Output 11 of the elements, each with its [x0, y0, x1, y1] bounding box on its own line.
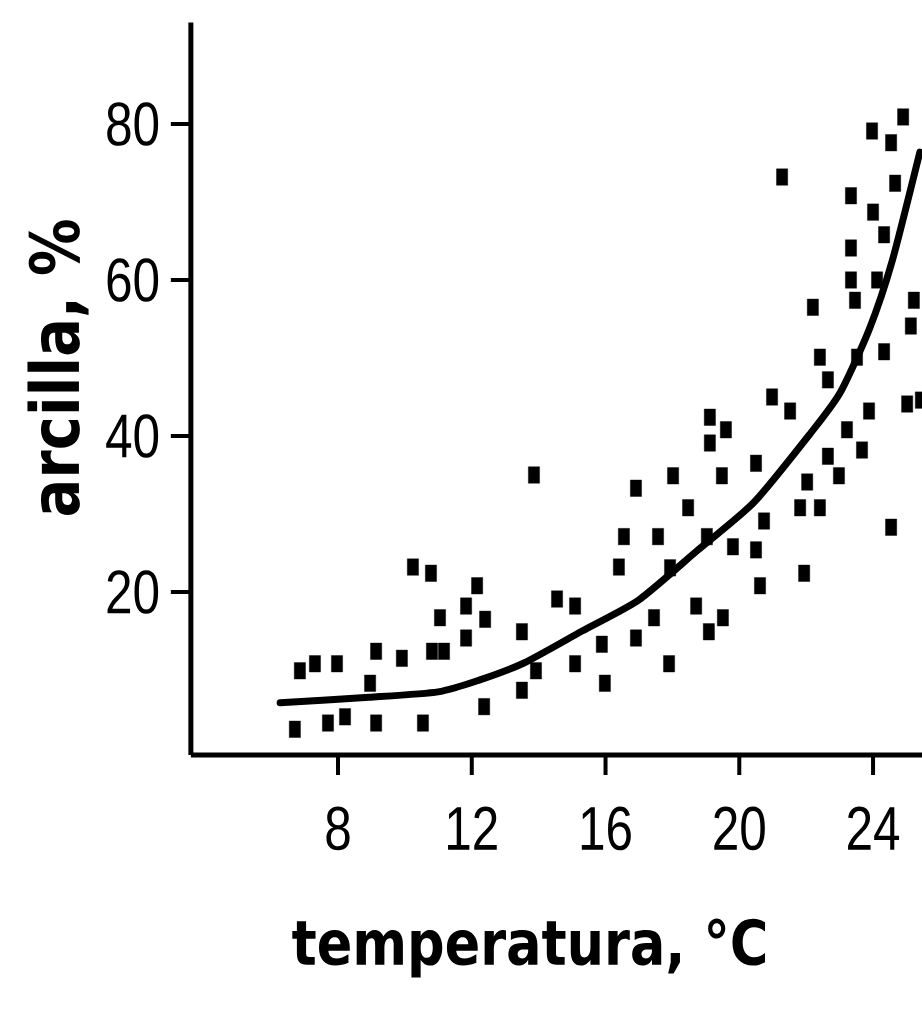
x-tick-label: 20 — [714, 806, 765, 851]
x-tick-label: 24 — [848, 806, 900, 850]
y-tick-label: 20 — [107, 570, 159, 614]
x-axis-title: temperatura, °C — [292, 918, 766, 978]
x-tick-label: 16 — [581, 806, 631, 851]
x-tick-label: 12 — [448, 806, 497, 850]
y-tick-label: 40 — [106, 414, 159, 458]
x-tick-label: 8 — [326, 806, 350, 851]
y-axis-title: arcilla, % — [27, 220, 89, 516]
y-tick-label: 80 — [107, 102, 159, 146]
y-tick-label: 60 — [107, 258, 159, 302]
